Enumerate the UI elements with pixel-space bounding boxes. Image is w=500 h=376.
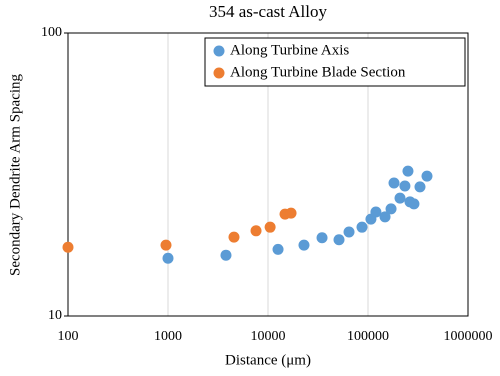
point bbox=[160, 239, 172, 251]
legend-label: Along Turbine Axis bbox=[230, 42, 349, 58]
point bbox=[62, 241, 74, 253]
point bbox=[316, 232, 328, 244]
point bbox=[370, 206, 382, 218]
legend-marker bbox=[213, 45, 225, 57]
x-tick-label: 10000 bbox=[251, 329, 286, 344]
point bbox=[399, 180, 411, 192]
y-tick-label: 100 bbox=[41, 25, 62, 40]
y-tick-label: 10 bbox=[48, 308, 62, 323]
point bbox=[394, 192, 406, 204]
point bbox=[228, 231, 240, 243]
point bbox=[250, 225, 262, 237]
point bbox=[298, 239, 310, 251]
x-tick-label: 100 bbox=[58, 329, 79, 344]
point bbox=[388, 177, 400, 189]
point bbox=[356, 221, 368, 233]
legend-marker bbox=[213, 67, 225, 79]
x-tick-label: 1000 bbox=[154, 329, 182, 344]
plot-frame bbox=[67, 32, 469, 317]
point bbox=[220, 249, 232, 261]
point bbox=[408, 198, 420, 210]
x-tick-label: 100000 bbox=[347, 329, 389, 344]
legend-label: Along Turbine Blade Section bbox=[230, 64, 406, 80]
x-tick-label: 1000000 bbox=[444, 329, 493, 344]
point bbox=[421, 170, 433, 182]
y-axis-label: Secondary Dendrite Arm Spacing bbox=[7, 73, 23, 276]
point bbox=[414, 181, 426, 193]
point bbox=[385, 203, 397, 215]
point bbox=[402, 165, 414, 177]
x-axis-label: Distance (μm) bbox=[225, 352, 311, 368]
point bbox=[162, 252, 174, 264]
point bbox=[379, 211, 391, 223]
legend-box bbox=[204, 37, 466, 87]
point bbox=[285, 207, 297, 219]
chart-title: 354 as-cast Alloy bbox=[209, 2, 328, 21]
point bbox=[264, 221, 276, 233]
point bbox=[333, 234, 345, 246]
point bbox=[272, 243, 284, 255]
point bbox=[343, 226, 355, 238]
